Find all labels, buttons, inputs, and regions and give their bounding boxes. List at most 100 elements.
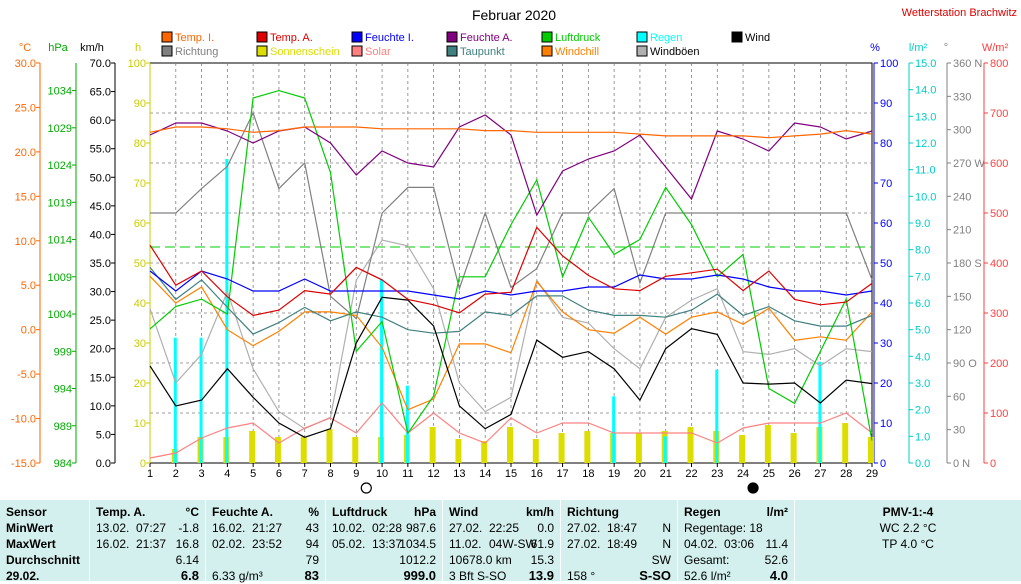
axis-unit-label: °C [19, 42, 31, 54]
feuchte-unit: % [308, 505, 319, 519]
sunshine-bar [274, 437, 281, 463]
axis-unit-label: ° [944, 42, 948, 54]
axis-tick-label: -15.0 [11, 458, 36, 470]
sunshine-bar [507, 427, 513, 463]
temp-current-value: 6.8 [180, 568, 199, 583]
axis-tick-label: 10.0 [915, 191, 936, 203]
axis-tick-label: 989 [54, 421, 72, 433]
axis-tick-label: 0 N [953, 458, 970, 470]
rain-bar [612, 396, 616, 463]
sensor-header: Sensor [6, 505, 47, 519]
axis-tick-label: 1.0 [915, 431, 930, 443]
axis-tick-label: 80 [134, 138, 146, 150]
axis-tick-label: 50 [880, 258, 892, 270]
rain-bar [715, 369, 719, 463]
regen-total-label: Gesamt: [684, 553, 730, 567]
sunshine-bar [481, 441, 488, 463]
temp-max-value: 16.8 [175, 537, 199, 551]
axis-tick-label: 20.0 [15, 147, 36, 159]
axis-tick-label: 60 [880, 218, 892, 230]
x-tick-label: 12 [428, 468, 440, 480]
wind-max-value: 61.9 [530, 537, 554, 551]
axis-tick-label: 5.0 [21, 280, 36, 292]
wind-current-value: 13.9 [528, 568, 554, 583]
richtung-current-value: S-SO [639, 568, 671, 583]
luftdruck-min-date: 10.02. [332, 521, 366, 535]
richtung-min-time: 18:47 [607, 521, 638, 535]
axis-tick-label: 90 [134, 98, 146, 110]
legend-swatch [541, 45, 553, 57]
x-tick-label: 1 [147, 468, 153, 480]
sunshine-bar [687, 427, 694, 463]
axis-tick-label: 55.0 [90, 144, 111, 156]
axis-unit-label: hPa [48, 42, 68, 54]
luftdruck-header: Luftdruck [332, 505, 388, 519]
sensor-column: Sensor MinWert MaxWert Durchschnitt 29.0… [0, 500, 89, 583]
luftdruck-max-value: 1034.5 [399, 537, 436, 551]
axis-tick-label: 11.0 [915, 165, 936, 177]
legend-label: Wind [745, 32, 770, 44]
sunshine-bar [764, 425, 771, 463]
wind-max-date: 11.02. [449, 537, 482, 551]
legend-swatch [351, 31, 363, 43]
regen-total-value: 52.6 [764, 553, 788, 567]
axis-tick-label: 60 [134, 218, 146, 230]
series-line-temp-a- [149, 226, 873, 317]
sunshine-bar [584, 431, 591, 463]
series-line-wind [149, 296, 873, 438]
axis-tick-label: 300 [953, 125, 971, 137]
temp-min-date: 13.02. [96, 521, 130, 535]
sunshine-bar [868, 437, 874, 463]
luftdruck-current-value: 999.0 [403, 568, 436, 583]
wind-column: Wind km/h 27.02. 22:25 0.0 11.02. 04W-SW 61.9… [442, 500, 560, 583]
x-tick-label: 19 [608, 468, 620, 480]
axis-tick-label: 40 [134, 298, 146, 310]
axis-tick-label: 330 [953, 91, 971, 103]
feuchte-min-time: 21:27 [252, 521, 283, 535]
axis-tick-label: 100 [880, 58, 898, 70]
axis-tick-label: 20 [134, 378, 146, 390]
legend-label: Regen [650, 32, 682, 44]
series-line-temp-i- [149, 126, 873, 139]
legend-swatch [636, 31, 648, 43]
sunshine-bar [842, 423, 849, 463]
axis-tick-label: 2.0 [915, 405, 930, 417]
x-tick-label: 2 [173, 468, 179, 480]
axis-tick-label: 100 [990, 408, 1008, 420]
axis-tick-label: 13.0 [915, 111, 936, 123]
legend-label: Taupunkt [460, 46, 505, 58]
sunshine-bar [558, 433, 565, 463]
axis-tick-label: 10.0 [90, 401, 111, 413]
legend-label: Windchill [555, 46, 599, 58]
legend-swatch [446, 45, 458, 57]
wind-header: Wind [449, 505, 479, 519]
richtung-column: Richtung 27.02. 18:47 N 27.02. 18:49 N SW 15… [560, 500, 677, 583]
sunshine-bar [326, 429, 333, 463]
richtung-header: Richtung [567, 505, 619, 519]
series-line-windchill [149, 275, 873, 411]
axis-tick-label: 30 [880, 338, 892, 350]
sunshine-bar [635, 433, 642, 463]
axis-tick-label: 120 [953, 325, 971, 337]
x-tick-label: 28 [840, 468, 852, 480]
axis-tick-label: 999 [54, 346, 72, 358]
luftdruck-unit: hPa [413, 505, 436, 519]
wind-max-dir: 04W-SW [489, 537, 537, 551]
axis-tick-label: 60.0 [90, 115, 111, 127]
feuchte-max-date: 02.02. [212, 537, 246, 551]
axis-tick-label: 45.0 [90, 201, 111, 213]
sunshine-bar [532, 439, 539, 463]
axis-unit-label: l/m² [909, 42, 928, 54]
temp-unit: °C [185, 505, 199, 519]
x-tick-label: 25 [763, 468, 775, 480]
axis-tick-label: 25.0 [90, 315, 111, 327]
pmv-column: PMV-1:-4 WC 2.2 °C TP 4.0 °C [794, 500, 1021, 581]
station-name: Wetterstation Brachwitz [902, 7, 1017, 19]
x-tick-label: 11 [402, 468, 413, 480]
richtung-max-value: N [662, 537, 671, 551]
axis-tick-label: 984 [54, 458, 72, 470]
axis-tick-label: 6.0 [915, 298, 930, 310]
feuchte-min-value: 43 [305, 521, 319, 535]
x-tick-label: 20 [634, 468, 646, 480]
axis-tick-label: 994 [54, 384, 72, 396]
